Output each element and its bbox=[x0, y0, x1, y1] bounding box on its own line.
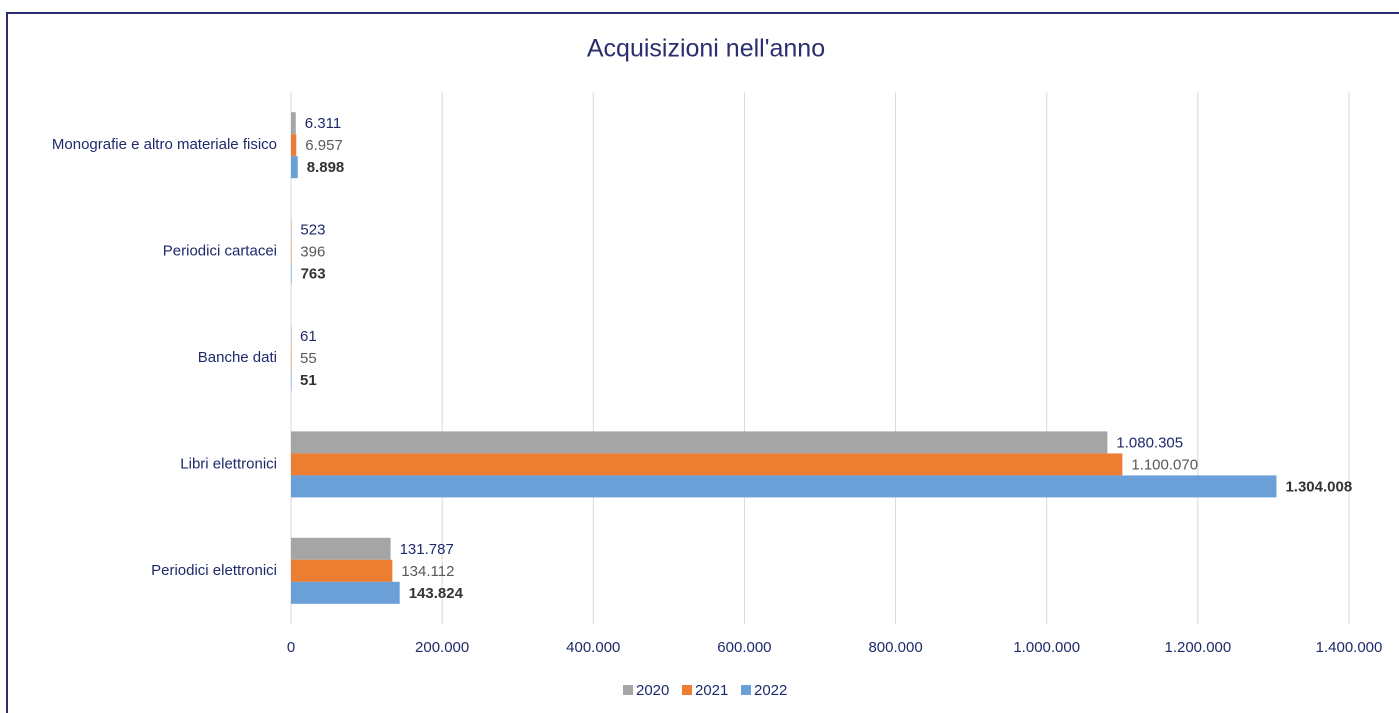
bar bbox=[291, 134, 297, 157]
data-label: 396 bbox=[300, 244, 325, 261]
legend-label: 2022 bbox=[754, 682, 787, 699]
chart-title: Acquisizioni nell'anno bbox=[587, 35, 825, 63]
x-tick-label: 0 bbox=[287, 639, 295, 656]
x-tick-label: 1.400.000 bbox=[1316, 639, 1383, 656]
data-label: 1.100.070 bbox=[1131, 456, 1198, 473]
bar bbox=[291, 431, 1108, 454]
data-label: 523 bbox=[300, 222, 325, 239]
bar bbox=[291, 347, 292, 369]
data-label: 1.080.305 bbox=[1116, 434, 1183, 451]
x-tick-label: 400.000 bbox=[566, 639, 620, 656]
bar bbox=[291, 262, 292, 285]
legend-swatch bbox=[682, 685, 692, 695]
bar bbox=[291, 537, 391, 560]
x-tick-label: 1.200.000 bbox=[1164, 639, 1231, 656]
x-tick-label: 200.000 bbox=[415, 639, 469, 656]
data-label: 131.787 bbox=[400, 541, 454, 558]
y-tick-label: Banche dati bbox=[198, 349, 277, 366]
data-label: 763 bbox=[301, 266, 326, 283]
y-tick-label: Periodici cartacei bbox=[163, 243, 277, 260]
bar bbox=[291, 475, 1277, 498]
y-tick-label: Libri elettronici bbox=[180, 455, 277, 472]
data-label: 51 bbox=[300, 372, 317, 389]
x-tick-label: 1.000.000 bbox=[1013, 639, 1080, 656]
bar bbox=[291, 112, 296, 135]
data-label: 6.957 bbox=[305, 137, 343, 154]
x-tick-label: 800.000 bbox=[868, 639, 922, 656]
bar bbox=[291, 156, 298, 179]
bar bbox=[291, 240, 292, 263]
x-tick-label: 600.000 bbox=[717, 639, 771, 656]
bar bbox=[291, 369, 292, 391]
data-label: 143.824 bbox=[409, 585, 464, 602]
y-tick-label: Periodici elettronici bbox=[151, 562, 277, 579]
data-label: 61 bbox=[300, 328, 317, 345]
bar bbox=[291, 453, 1123, 476]
data-label: 6.311 bbox=[305, 115, 341, 132]
data-label: 134.112 bbox=[401, 563, 454, 580]
bar bbox=[291, 581, 400, 604]
data-label: 1.304.008 bbox=[1285, 478, 1352, 495]
y-tick-label: Monografie e altro materiale fisico bbox=[52, 136, 277, 153]
legend-label: 2021 bbox=[695, 682, 728, 699]
bar bbox=[291, 218, 292, 241]
data-label: 8.898 bbox=[307, 159, 345, 176]
bar bbox=[291, 559, 393, 582]
legend-label: 2020 bbox=[636, 682, 669, 699]
legend-swatch bbox=[741, 685, 751, 695]
legend-swatch bbox=[623, 685, 633, 695]
data-label: 55 bbox=[300, 350, 317, 367]
chart-frame bbox=[6, 12, 1399, 713]
bar bbox=[291, 325, 292, 347]
